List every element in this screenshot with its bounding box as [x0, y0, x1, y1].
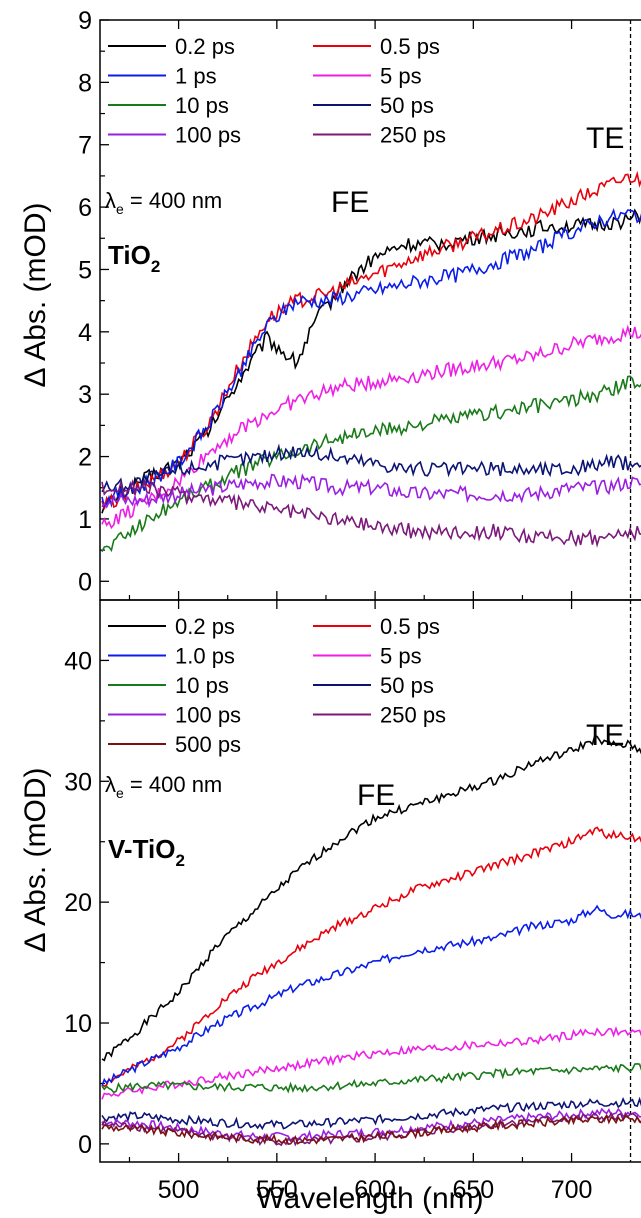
top-legend-label: 50 ps: [380, 93, 434, 118]
bottom-legend-label: 0.2 ps: [175, 614, 235, 639]
bottom-series-line: [101, 1113, 641, 1145]
bottom-material-main: V-TiO: [108, 834, 175, 864]
top-material-label: TiO2: [108, 240, 160, 276]
bottom-xtick-label: 550: [256, 1176, 298, 1204]
bottom-ytick-label: 0: [78, 1131, 92, 1159]
top-material-main: TiO: [108, 240, 151, 270]
bottom-xtick-label: 500: [158, 1176, 200, 1204]
top-excitation-sub: e: [116, 201, 124, 217]
top-legend-label: 0.2 ps: [175, 34, 235, 59]
top-excitation-symbol: λ: [105, 188, 116, 213]
bottom-fe-annotation: FE: [357, 779, 395, 812]
top-legend-label: 5 ps: [380, 64, 422, 89]
top-legend-label: 10 ps: [175, 93, 229, 118]
top-ytick-label: 3: [78, 381, 92, 409]
bottom-legend-label: 250 ps: [380, 703, 446, 728]
top-series-line: [101, 473, 641, 509]
top-ytick-label: 7: [78, 132, 92, 160]
bottom-y-axis: 0 10 20 30 40: [64, 647, 109, 1159]
bottom-plot-frame: [99, 599, 641, 1163]
bottom-legend-label: 10 ps: [175, 673, 229, 698]
bottom-material-sub: 2: [175, 851, 184, 870]
top-excitation-label: λe = 400 nm: [105, 188, 222, 217]
bottom-legend-label: 1.0 ps: [175, 644, 235, 669]
top-series-group: [101, 170, 641, 553]
bottom-legend-label: 500 ps: [175, 732, 241, 757]
top-series-line: [101, 478, 641, 548]
top-series-line: [101, 207, 641, 508]
bottom-xtick-label: 600: [354, 1176, 396, 1204]
bottom-series-group: [101, 734, 641, 1147]
bottom-ytick-label: 30: [64, 768, 92, 796]
bottom-excitation-symbol: λ: [105, 772, 116, 797]
top-ytick-label: 2: [78, 444, 92, 472]
top-legend-label: 0.5 ps: [380, 34, 440, 59]
top-legend: 0.2 ps 0.5 ps 1 ps 5 ps 10 ps 50 ps 100 ps 250 …: [108, 34, 446, 148]
bottom-legend: 0.2 ps 0.5 ps 1.0 ps 5 ps 10 ps 50 ps 100 ps 25…: [108, 614, 446, 757]
bottom-x-axis: 500 550 600 650 700: [128, 600, 593, 1204]
top-ytick-label: 1: [78, 506, 92, 534]
bottom-ytick-label: 10: [64, 1010, 92, 1038]
top-series-line: [101, 443, 641, 494]
bottom-legend-label: 50 ps: [380, 673, 434, 698]
top-y-axis-title: Δ Abs. (mOD): [19, 202, 52, 387]
bottom-excitation-sub: e: [116, 785, 124, 801]
bottom-ytick-label: 20: [64, 889, 92, 917]
bottom-excitation-text: = 400 nm: [124, 772, 222, 797]
top-ytick-label: 4: [78, 319, 92, 347]
top-te-annotation: TE: [586, 122, 624, 155]
panel-tio2: 0 1 2 3 4 5 6 7 8 9 0.2 ps 0.5 ps 1 ps 5 ps 10 ps 50 p…: [19, 7, 641, 601]
top-series-line: [101, 170, 641, 510]
bottom-ytick-label: 40: [64, 647, 92, 675]
bottom-xtick-label: 650: [452, 1176, 494, 1204]
top-ytick-label: 6: [78, 194, 92, 222]
bottom-series-line: [101, 904, 641, 1087]
top-ytick-label: 0: [78, 568, 92, 596]
top-material-sub: 2: [151, 257, 160, 276]
top-legend-label: 100 ps: [175, 123, 241, 148]
bottom-series-line: [101, 1096, 641, 1131]
bottom-legend-label: 0.5 ps: [380, 614, 440, 639]
bottom-material-label: V-TiO2: [108, 834, 185, 870]
top-ytick-label: 9: [78, 7, 92, 35]
bottom-y-axis-title: Δ Abs. (mOD): [19, 767, 52, 952]
top-ytick-label: 5: [78, 256, 92, 284]
top-fe-annotation: FE: [331, 186, 369, 219]
panel-v-tio2: 0 10 20 30 40 500 550 600 650 700 0.2 ps 0.5 ps 1.…: [19, 599, 641, 1215]
top-y-axis: 0 1 2 3 4 5 6 7 8 9: [78, 7, 109, 596]
bottom-legend-label: 5 ps: [380, 644, 422, 669]
top-excitation-text: = 400 nm: [124, 188, 222, 213]
bottom-te-annotation: TE: [586, 719, 624, 752]
top-ytick-label: 8: [78, 69, 92, 97]
bottom-series-line: [101, 1062, 641, 1094]
bottom-xtick-label: 700: [551, 1176, 593, 1204]
top-x-ticks: [128, 20, 573, 600]
top-legend-label: 250 ps: [380, 123, 446, 148]
bottom-excitation-label: λe = 400 nm: [105, 772, 222, 801]
top-series-line: [101, 324, 641, 530]
bottom-series-line: [101, 1107, 641, 1142]
top-legend-label: 1 ps: [175, 64, 217, 89]
bottom-legend-label: 100 ps: [175, 703, 241, 728]
bottom-series-line: [101, 734, 641, 1062]
x-axis-title: Wavelength (nm): [256, 1182, 483, 1215]
bottom-series-line: [101, 826, 641, 1088]
bottom-series-line: [101, 1026, 641, 1100]
